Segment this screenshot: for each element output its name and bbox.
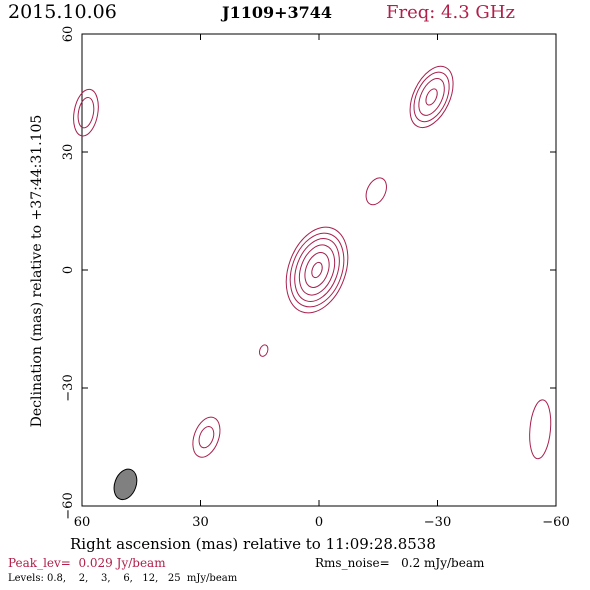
contour-level-0_8 [529,399,552,460]
component-east-knot [365,177,387,206]
x-tick-label: −30 [424,515,451,530]
contour-level-2 [289,232,345,308]
contour-level-0_8 [409,65,454,129]
axis-ticks [81,33,557,507]
x-tick-label: −60 [542,515,569,530]
y-axis-label: Declination (mas) relative to +37:44:31.… [29,115,45,428]
y-tick-label: −30 [61,374,76,401]
contour-level-3 [418,78,445,116]
contour-level-0_8 [258,344,269,357]
x-axis-label: Right ascension (mas) relative to 11:09:… [70,535,436,553]
component-core [285,226,349,314]
x-tick-label: 30 [192,515,209,530]
contour-level-12 [304,252,330,288]
contour-level-0_8 [285,226,349,314]
contour-level-2 [77,97,95,129]
component-north-west-edge [73,88,99,137]
contour-level-2 [198,426,215,449]
beam-ellipse [113,468,138,501]
x-tick-label: 0 [315,515,323,530]
component-south-east-edge [529,399,552,460]
component-small-blob [258,344,269,357]
contour-level-0_8 [365,177,387,206]
plot-frame [81,33,557,507]
x-tick-label: 60 [74,515,91,530]
y-tick-label: 0 [61,266,76,274]
header-date: 2015.10.06 [8,1,117,23]
beam [113,468,138,501]
component-south-west-feature [192,416,221,458]
contour-level-6 [298,244,336,296]
header-source: J1109+3744 [222,3,333,22]
header-frequency: Freq: 4.3 GHz [386,2,515,23]
contour-level-0_8 [192,416,221,458]
tick-labels: 60 30 0 −30 −60 −60 −30 0 30 60 [61,26,570,530]
component-north-east-jet [409,65,454,129]
contour-level-2 [413,71,450,123]
peak-level: Peak_lev= 0.029 Jy/beam [8,556,166,570]
rms-noise: Rms_noise= 0.2 mJy/beam [315,556,485,570]
contour-level-25 [311,261,323,279]
contour-levels: Levels: 0.8, 2, 3, 6, 12, 25 mJy/beam [8,573,238,584]
y-tick-label: 30 [61,144,76,161]
contour-lines [73,65,552,460]
contour-level-6 [425,88,438,106]
contour-level-0_8 [73,88,99,137]
contour-level-3 [294,238,340,302]
y-tick-label: −60 [61,492,76,519]
y-tick-label: 60 [61,26,76,43]
